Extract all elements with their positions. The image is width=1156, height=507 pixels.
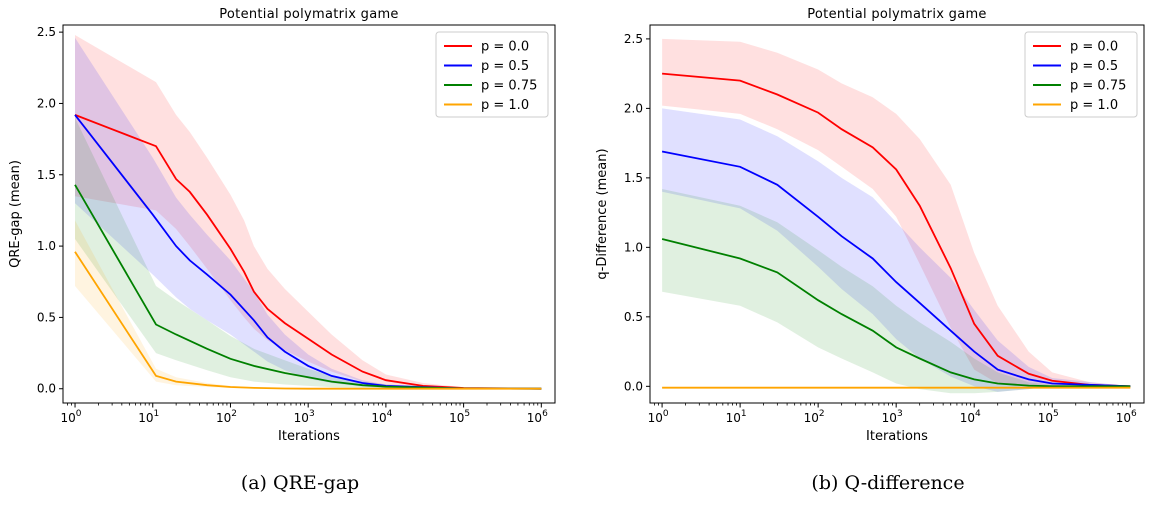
series-line-0 [74,114,542,390]
x-axis-label: Iterations [866,429,928,444]
legend-label: p = 1.0 [1070,98,1118,113]
y-tick-label: 0.5 [624,310,643,324]
x-tick-label: 103 [882,409,903,425]
x-tick-label: 102 [216,409,237,425]
legend-label: p = 0.5 [1070,59,1118,74]
x-tick-label: 101 [138,409,159,425]
y-tick-label: 2.0 [37,96,56,110]
legend-label: p = 0.5 [481,59,529,74]
legend-box [1024,31,1138,118]
panel-q-difference: 0.0 0.5 1.0 1.5 2.0 2.5 100 101 102 103 104 105 106 P… [595,7,1145,444]
series-line-2 [661,238,1131,388]
x-axis-label: Iterations [278,429,340,444]
x-tick-label: 106 [1116,409,1137,425]
confidence-band-0 [662,38,1131,387]
x-tick-label: 102 [804,409,825,425]
caption-a: (a) QRE-gap [241,472,359,494]
x-tick-label: 105 [449,409,470,425]
series-line-1 [661,150,1131,388]
y-tick-label: 1.0 [37,239,56,253]
x-tick-label: 104 [371,409,392,425]
y-axis-label: QRE-gap (mean) [8,160,23,268]
chart-title: Potential polymatrix game [219,7,398,22]
plot-frame [62,24,556,404]
y-axis-label: q-Difference (mean) [595,148,610,279]
series-line-2 [74,184,542,390]
y-tick-label: 1.5 [624,171,643,185]
x-tick-label: 103 [294,409,315,425]
y-tick-label: 0.0 [37,382,56,396]
series-line-1 [74,114,542,390]
panel-qre-gap: 0.0 0.5 1.0 1.5 2.0 2.5 100 101 102 103 104 105 106 P… [8,7,556,444]
plot-frame [649,24,1145,404]
legend-label: p = 1.0 [481,98,529,113]
legend-label: p = 0.0 [1070,40,1118,55]
series-line-3 [74,251,542,390]
legend: p = 0.0 p = 0.5 p = 0.75 p = 1.0 [435,31,549,118]
y-tick-label: 0.0 [624,379,643,393]
x-tick-label: 101 [726,409,747,425]
confidence-band-1 [75,37,542,389]
y-tick-label: 1.0 [624,240,643,254]
y-tick-label: 2.0 [624,101,643,115]
x-tick-label: 100 [648,409,669,425]
legend-label: p = 0.75 [1070,79,1126,94]
x-tick-label: 100 [61,409,82,425]
legend-box [435,31,549,118]
legend-label: p = 0.75 [481,79,537,94]
x-tick-label: 105 [1038,409,1059,425]
y-tick-label: 2.5 [624,32,643,46]
x-tick-label: 104 [960,409,981,425]
legend: p = 0.0 p = 0.5 p = 0.75 p = 1.0 [1024,31,1138,118]
confidence-band-2 [75,117,542,389]
confidence-band-2 [662,189,1131,394]
x-tick-label: 106 [527,409,548,425]
chart-title: Potential polymatrix game [807,7,986,22]
series-line-0 [662,72,1131,388]
y-tick-label: 2.5 [37,25,56,39]
legend-label: p = 0.0 [481,40,529,55]
y-tick-label: 1.5 [37,168,56,182]
y-tick-label: 0.5 [37,310,56,324]
confidence-band-0 [75,35,542,389]
caption-b: (b) Q-difference [811,472,964,494]
confidence-band-1 [662,108,1131,392]
